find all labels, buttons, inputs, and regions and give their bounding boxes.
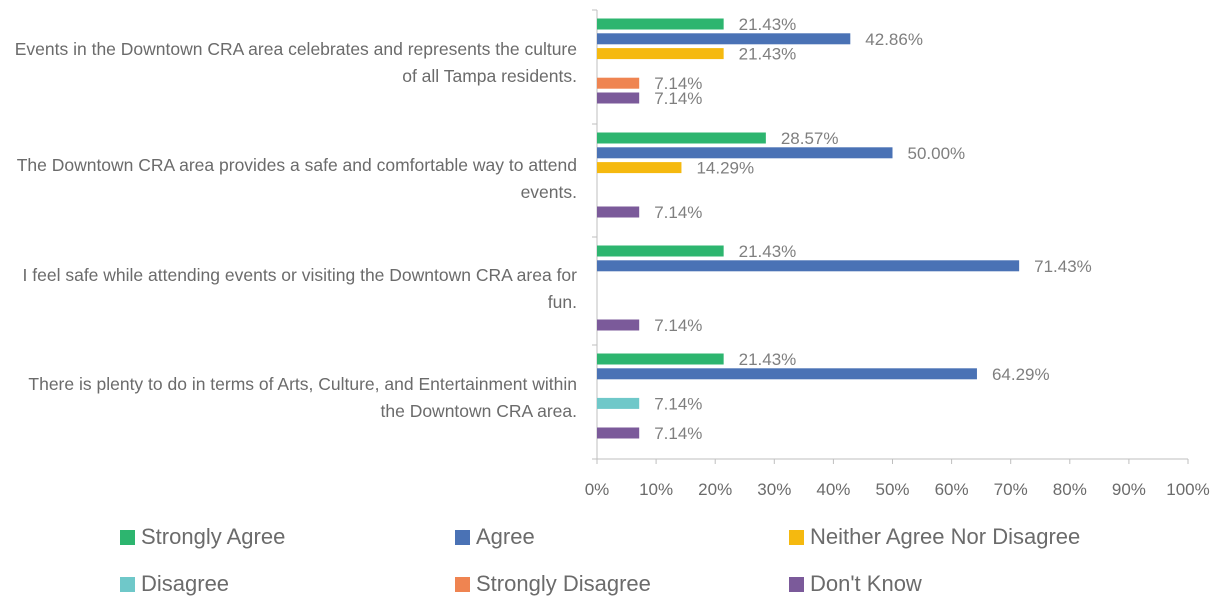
category-label-1: Events in the Downtown CRA area celebrat… — [14, 39, 577, 86]
data-label-dont-know-2: 7.14% — [654, 203, 702, 222]
legend-swatch-strongly-disagree — [455, 576, 470, 592]
bar-strongly-agree-4 — [597, 353, 724, 365]
legend: Strongly Agree Agree Neither Agree Nor D… — [0, 515, 1213, 600]
data-label-dont-know-1: 7.14% — [654, 89, 702, 108]
x-tick-label-0: 0% — [585, 480, 610, 499]
bar-agree-1 — [597, 33, 851, 45]
category-label-2: The Downtown CRA area provides a safe an… — [16, 155, 577, 202]
bar-dont-know-1 — [597, 92, 640, 104]
legend-swatch-strongly-agree — [120, 529, 135, 545]
data-label-neither-1: 21.43% — [739, 45, 797, 64]
x-tick-label-5: 50% — [875, 480, 909, 499]
data-label-strongly-agree-3: 21.43% — [739, 242, 797, 261]
legend-label-strongly-disagree: Strongly Disagree — [476, 571, 651, 596]
data-label-agree-3: 71.43% — [1034, 257, 1092, 276]
plot-area: 0% 10% 20% 30% 40% 50% 60% 70% 80% 90% 100% 21.43% 4… — [585, 9, 1210, 499]
data-label-dont-know-4: 7.14% — [654, 424, 702, 443]
x-tick-label-3: 30% — [757, 480, 791, 499]
data-label-strongly-agree-4: 21.43% — [739, 350, 797, 369]
bar-neither-1 — [597, 48, 724, 60]
data-label-strongly-agree-2: 28.57% — [781, 129, 839, 148]
legend-swatch-agree — [455, 529, 470, 545]
x-tick-label-4: 40% — [816, 480, 850, 499]
legend-swatch-disagree — [120, 576, 135, 592]
legend-swatch-neither — [789, 529, 804, 545]
legend-label-neither: Neither Agree Nor Disagree — [810, 524, 1081, 549]
bar-dont-know-3 — [597, 319, 640, 331]
data-label-agree-4: 64.29% — [992, 365, 1050, 384]
legend-swatch-dont-know — [789, 576, 804, 592]
data-label-agree-2: 50.00% — [908, 144, 966, 163]
legend-label-disagree: Disagree — [141, 571, 230, 596]
data-label-dont-know-3: 7.14% — [654, 316, 702, 335]
data-label-strongly-disagree-1: 7.14% — [654, 74, 702, 93]
category-label-3: I feel safe while attending events or vi… — [22, 265, 577, 312]
data-label-agree-1: 42.86% — [865, 30, 923, 49]
x-tick-label-6: 60% — [935, 480, 969, 499]
bar-agree-4 — [597, 368, 977, 380]
x-tick-label-7: 70% — [994, 480, 1028, 499]
data-label-neither-2: 14.29% — [696, 159, 754, 178]
legend-item-dont-know: Don't Know — [789, 569, 922, 599]
bar-strongly-agree-2 — [597, 132, 766, 144]
x-tick-label-9: 90% — [1112, 480, 1146, 499]
category-label-4: There is plenty to do in terms of Arts, … — [28, 374, 577, 421]
legend-item-disagree: Disagree — [120, 569, 229, 599]
legend-item-agree: Agree — [455, 522, 535, 552]
legend-item-strongly-disagree: Strongly Disagree — [455, 569, 651, 599]
legend-label-dont-know: Don't Know — [810, 571, 922, 596]
x-tick-label-8: 80% — [1053, 480, 1087, 499]
data-label-disagree-4: 7.14% — [654, 394, 702, 413]
x-tick-label-2: 20% — [698, 480, 732, 499]
bar-disagree-4 — [597, 397, 640, 409]
x-tick-label-1: 10% — [639, 480, 673, 499]
bar-agree-3 — [597, 260, 1020, 272]
legend-label-strongly-agree: Strongly Agree — [141, 524, 286, 549]
bar-strongly-disagree-1 — [597, 77, 640, 89]
legend-item-strongly-agree: Strongly Agree — [120, 522, 285, 552]
bar-agree-2 — [597, 147, 893, 159]
bar-dont-know-2 — [597, 206, 640, 218]
legend-item-neither: Neither Agree Nor Disagree — [789, 522, 1080, 552]
bar-neither-2 — [597, 162, 682, 174]
bar-strongly-agree-1 — [597, 18, 724, 30]
bar-strongly-agree-3 — [597, 245, 724, 257]
legend-label-agree: Agree — [476, 524, 535, 549]
bar-dont-know-4 — [597, 427, 640, 439]
x-tick-label-10: 100% — [1166, 480, 1209, 499]
data-label-strongly-agree-1: 21.43% — [739, 15, 797, 34]
